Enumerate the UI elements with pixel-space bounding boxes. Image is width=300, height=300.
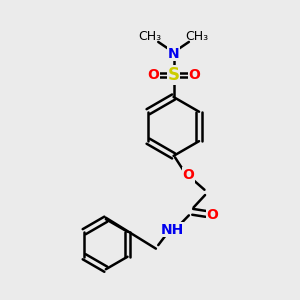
Text: O: O: [182, 168, 194, 182]
Text: O: O: [147, 68, 159, 82]
Text: O: O: [206, 208, 218, 222]
Text: CH₃: CH₃: [185, 30, 209, 43]
Text: S: S: [168, 66, 180, 84]
Text: N: N: [168, 47, 179, 61]
Text: CH₃: CH₃: [138, 30, 162, 43]
Text: NH: NH: [160, 223, 184, 236]
Text: O: O: [188, 68, 200, 82]
